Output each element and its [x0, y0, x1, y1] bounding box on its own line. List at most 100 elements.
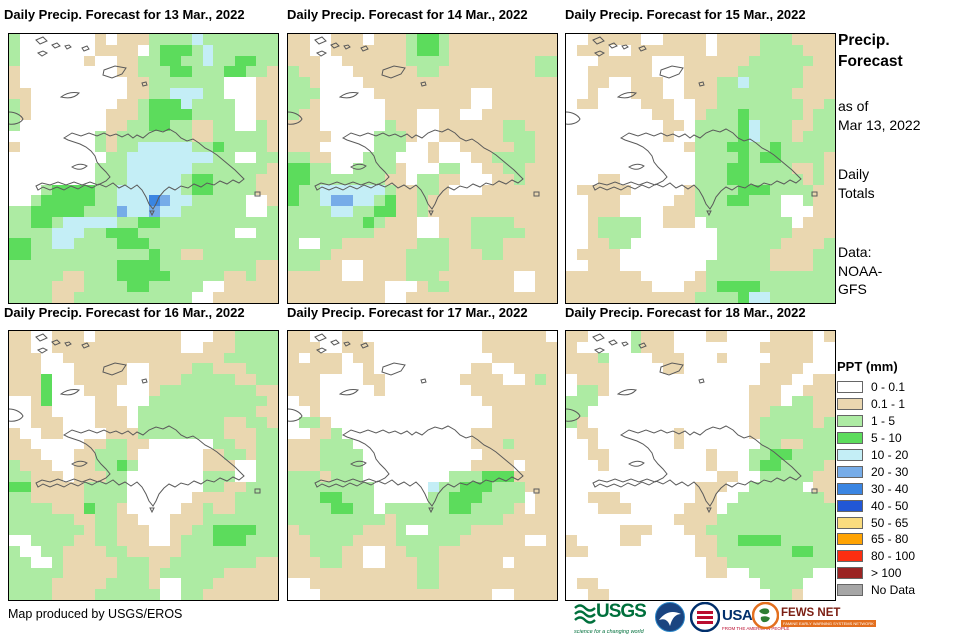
precip-cell [673, 281, 685, 293]
precip-cell [73, 120, 85, 131]
precip-cell [813, 503, 825, 514]
precip-cell [331, 195, 342, 207]
precip-cell [791, 206, 803, 217]
precip-cell [105, 546, 117, 557]
precip-cell [331, 406, 342, 418]
precip-cell [587, 589, 599, 600]
precip-cell [52, 578, 63, 590]
precip-cell [630, 216, 642, 228]
precip-cell [470, 163, 482, 174]
precip-cell [41, 524, 53, 536]
precip-cell [438, 331, 450, 342]
precip-cell [148, 238, 160, 250]
precip-cell [234, 352, 246, 364]
precip-cell [535, 535, 547, 547]
precip-cell [748, 395, 760, 407]
precip-cell [438, 34, 450, 45]
precip-cell [224, 417, 235, 428]
precip-cell [52, 66, 63, 78]
precip-cell [181, 470, 192, 482]
precip-cell [267, 173, 278, 185]
precip-cell [363, 34, 375, 45]
precip-cell [256, 449, 268, 461]
precip-cell [170, 395, 182, 407]
precip-cell [824, 395, 835, 407]
precip-cell [481, 141, 493, 153]
precip-cell [138, 98, 149, 110]
precip-cell [503, 216, 514, 228]
precip-cell [481, 238, 493, 250]
precip-cell [705, 535, 717, 547]
precip-cell [298, 216, 310, 228]
precip-cell [52, 438, 63, 450]
precip-cell [481, 34, 493, 45]
precip-cell [234, 524, 246, 536]
precip-cell [824, 341, 835, 353]
precip-cell [84, 524, 96, 536]
precip-cell [245, 238, 257, 250]
precip-cell [84, 513, 96, 525]
precip-cell [191, 34, 203, 45]
precip-cell [213, 109, 225, 121]
precip-cell [9, 130, 20, 142]
precip-cell [598, 66, 610, 78]
precip-cell [566, 66, 577, 78]
precip-cell [791, 77, 803, 88]
precip-cell [513, 109, 525, 121]
precip-cell [213, 216, 225, 228]
precip-cell [759, 470, 771, 482]
forecast-map-18mar [565, 330, 836, 601]
precip-cell [62, 470, 74, 482]
precip-cell [598, 195, 610, 207]
precip-cell [813, 395, 825, 407]
legend-swatch [837, 516, 863, 529]
precip-cell [460, 449, 471, 461]
precip-cell [770, 524, 782, 536]
precip-cell [191, 66, 203, 78]
precip-cell [513, 492, 525, 504]
precip-cell [673, 292, 685, 303]
precip-cell [695, 206, 706, 217]
precip-cell [619, 238, 631, 250]
precip-cell [245, 184, 257, 196]
precip-cell [267, 438, 278, 450]
precip-cell [245, 524, 257, 536]
precip-cell [524, 163, 536, 174]
precip-cell [170, 406, 182, 418]
precip-cell [52, 503, 63, 514]
precip-cell [191, 470, 203, 482]
panel-title-17mar: Daily Precip. Forecast for 17 Mar., 2022 [287, 305, 528, 320]
precip-cell [770, 55, 782, 67]
precip-cell [813, 152, 825, 164]
precip-cell [727, 578, 739, 590]
precip-cell [587, 535, 599, 547]
precip-cell [802, 216, 814, 228]
precip-cell [781, 206, 792, 217]
precip-cell [503, 163, 514, 174]
precip-cell [566, 384, 577, 396]
precip-cell [503, 98, 514, 110]
precip-cell [662, 77, 674, 88]
precip-cell [460, 567, 471, 579]
precip-cell [748, 163, 760, 174]
precip-cell [524, 481, 536, 493]
precip-cell [309, 249, 321, 260]
precip-cell [331, 130, 342, 142]
precip-cell [138, 460, 149, 471]
precip-cell [535, 259, 547, 271]
precip-cell [727, 206, 739, 217]
precip-cell [170, 238, 182, 250]
precip-cell [363, 352, 375, 364]
precip-cell [813, 460, 825, 471]
precip-cell [705, 589, 717, 600]
precip-cell [352, 470, 364, 482]
precip-cell [427, 55, 439, 67]
precip-cell [105, 578, 117, 590]
precip-cell [641, 567, 653, 579]
precip-cell [427, 109, 439, 121]
precip-cell [630, 352, 642, 364]
precip-cell [695, 98, 706, 110]
precip-cell [781, 227, 792, 239]
precip-cell [738, 470, 749, 482]
precip-cell [331, 238, 342, 250]
